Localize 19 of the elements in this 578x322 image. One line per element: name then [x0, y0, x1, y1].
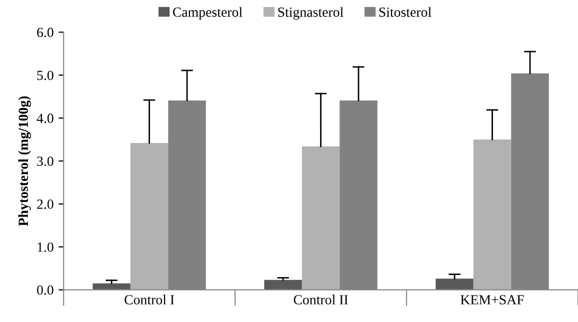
- bar: [264, 280, 302, 290]
- bar: [302, 146, 340, 290]
- y-tick-label: 4.0: [36, 114, 54, 124]
- y-tick-label: 5.0: [37, 70, 54, 80]
- y-tick-label: 6.0: [37, 28, 54, 38]
- legend-label: Stignasterol: [278, 7, 344, 20]
- y-tick-label: 0.0: [37, 285, 54, 295]
- y-tick-label: 2.0: [37, 200, 54, 209]
- x-tick-label: Control II: [294, 294, 348, 304]
- y-tick-label: 1.0: [38, 242, 54, 252]
- bar: [473, 140, 512, 290]
- legend-label: Campesterol: [172, 7, 242, 20]
- bar: [130, 142, 168, 290]
- bar: [436, 278, 474, 290]
- x-tick-label: KEM+SAF: [460, 295, 524, 304]
- y-tick-label: 3.0: [37, 156, 54, 166]
- legend-label: Sitosterol: [379, 7, 432, 17]
- y-axis-title: Phytosterol (mg/100g): [18, 96, 31, 226]
- x-tick-label: Control I: [124, 294, 174, 304]
